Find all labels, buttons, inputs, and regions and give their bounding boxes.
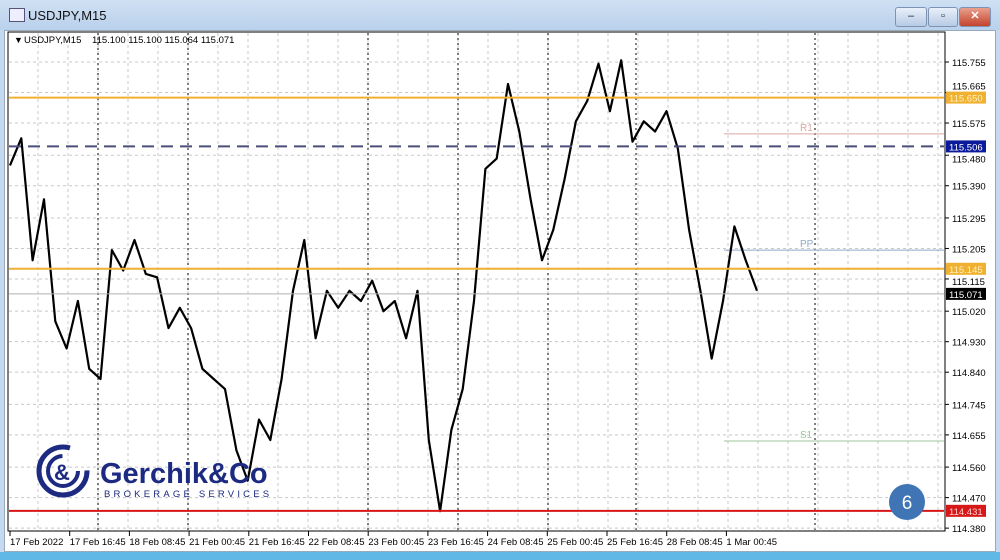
price-tag-background [946,91,986,104]
x-tick-label: 23 Feb 16:45 [428,537,484,548]
price-line [8,59,759,513]
slide-number-badge: 6 [889,484,925,520]
price-tag-background [946,287,986,300]
close-button[interactable]: ✕ [959,7,991,27]
gerchik-logo: & Gerchik&Co BROKERAGE SERVICES [36,444,272,500]
y-tick-label: 115.665 [952,82,986,93]
y-tick-label: 114.380 [952,524,986,535]
y-tick-label: 115.020 [952,307,986,318]
window-title: USDJPY,M15 [28,8,107,23]
logo-ring-outer [36,444,90,498]
price-tag-background [946,504,986,517]
price-tag-background [946,262,986,275]
y-tick-label: 115.205 [952,244,986,255]
logo-name: Gerchik&Co [100,458,268,490]
x-tick-label: 21 Feb 00:45 [189,537,245,548]
price-tag-label: 115.145 [949,265,983,276]
x-tick-label: 25 Feb 16:45 [607,537,663,548]
price-tag-label: 115.071 [949,290,983,301]
x-tick-label: 18 Feb 08:45 [129,537,185,548]
x-tick-label: 22 Feb 08:45 [309,537,365,548]
x-tick-label: 23 Feb 00:45 [368,537,424,548]
price-tag-background [946,140,986,153]
logo-tagline: BROKERAGE SERVICES [104,489,272,500]
pivot-label-r1: R1 [800,123,813,134]
y-tick-label: 115.115 [952,277,985,288]
x-tick-label: 28 Feb 08:45 [667,537,723,548]
minimize-button[interactable]: – [895,7,927,27]
y-tick-label: 114.470 [952,494,986,505]
x-tick-label: 24 Feb 08:45 [488,537,544,548]
y-tick-label: 115.480 [952,154,986,165]
chart-ohlc-values: 115.100 115.100 115.064 115.071 [92,35,234,46]
x-tick-label: 25 Feb 00:45 [547,537,603,548]
x-tick-label: 17 Feb 2022 [10,537,63,548]
taskbar-strip [0,552,1000,560]
title-bar[interactable]: USDJPY,M15 – ▫ ✕ [0,0,1000,30]
price-tag-label: 114.431 [949,507,983,518]
y-tick-label: 115.755 [952,58,986,69]
chart-menu-arrow-icon[interactable]: ▼ [14,35,23,45]
y-tick-label: 114.560 [952,463,986,474]
badge-number: 6 [902,493,913,514]
y-tick-label: 114.655 [952,431,986,442]
price-tag-label: 115.650 [949,94,983,105]
y-tick-label: 114.930 [952,338,986,349]
pivot-label-s1: S1 [800,430,813,441]
logo-ring-inner [46,454,80,488]
chart-window-icon [9,8,25,22]
x-tick-label: 17 Feb 16:45 [70,537,126,548]
price-tag-label: 115.506 [949,142,983,153]
x-tick-label: 21 Feb 16:45 [249,537,305,548]
maximize-button[interactable]: ▫ [928,7,958,27]
logo-ampersand: & [54,460,70,485]
y-tick-label: 115.295 [952,214,986,225]
chart-symbol-label: USDJPY,M15 [24,35,81,46]
y-tick-label: 115.575 [952,119,986,130]
x-tick-label: 1 Mar 00:45 [726,537,777,548]
badge-circle [889,484,925,520]
y-tick-label: 115.390 [952,182,986,193]
y-tick-label: 114.745 [952,400,986,411]
y-tick-label: 114.840 [952,368,986,379]
pivot-label-pp: PP [800,239,814,250]
